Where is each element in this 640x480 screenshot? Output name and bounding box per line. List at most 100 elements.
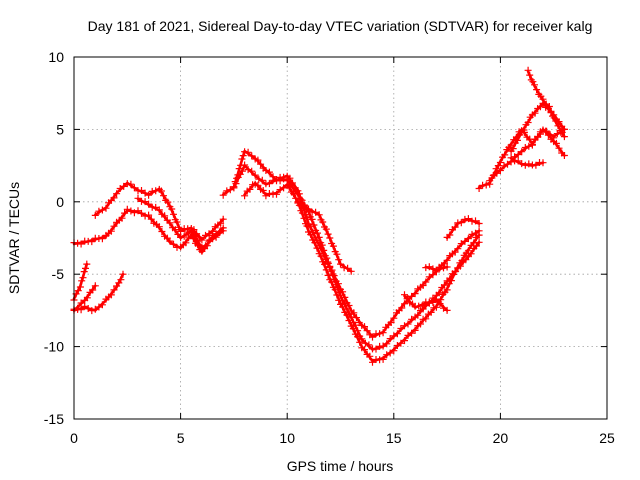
data-point [372,345,380,353]
data-point [307,231,315,238]
data-point [238,167,246,175]
data-point [411,290,419,298]
data-point [376,330,384,338]
data-point [475,231,483,239]
data-point [171,226,179,234]
data-point [464,235,472,243]
data-point [134,194,142,202]
data-point [254,181,262,189]
data-point [155,206,163,214]
data-point [436,300,444,308]
data-point [315,233,323,241]
data-point [411,326,419,334]
data-point [531,109,539,117]
data-point [414,311,422,319]
data-point [185,234,193,242]
plot-frame [73,56,608,420]
data-point [333,250,341,258]
data-point [147,215,155,223]
data-point [496,167,504,174]
data-point [326,234,334,242]
data-point [239,152,247,160]
data-point [262,167,270,174]
data-point [232,180,240,188]
data-point [335,256,343,264]
data-point [184,228,192,236]
data-point [223,187,231,195]
data-point [173,218,181,226]
data-point [387,319,395,326]
data-point [166,237,174,245]
data-point [401,337,408,345]
data-point [248,152,256,160]
data-point [386,349,394,357]
data-point [486,177,494,185]
y-axis-label: SDTVAR / TECUs [6,182,22,294]
data-point [117,276,125,284]
data-point [283,176,291,183]
data-point [322,266,330,274]
data-point [74,239,82,247]
data-point [447,277,455,285]
data-point [435,289,443,297]
data-point [361,339,369,347]
data-point [461,215,469,223]
data-point [324,230,332,238]
data-point [145,211,153,219]
data-point [164,198,172,206]
data-point [219,191,227,199]
data-point [258,176,266,184]
data-point [507,154,515,162]
data-point [312,208,320,216]
data-point [329,270,337,278]
data-point [354,333,362,341]
data-point [350,309,358,317]
data-point [157,187,165,195]
data-point [457,240,465,248]
data-point [107,291,115,299]
data-point [529,78,537,86]
data-point [219,215,227,223]
data-point [89,286,97,294]
data-point [83,260,91,268]
data-point [205,237,213,245]
data-point [192,233,199,240]
data-point [349,325,357,333]
data-point [248,167,256,175]
data-point [539,95,547,103]
data-point [390,314,398,322]
data-point [78,277,86,285]
data-point [554,122,562,130]
data-point [331,286,339,294]
series-trace-10 [294,198,355,275]
data-point [401,322,408,330]
data-point [555,144,563,152]
x-tick-label: 0 [70,430,78,446]
data-point [339,303,347,311]
data-point [386,335,394,343]
axes: 0 5 10 15 20 25 -15 -10 -5 0 5 10 [44,49,615,446]
data-point [345,317,353,324]
data-point [443,256,451,264]
data-point [209,235,217,243]
data-point [335,296,343,304]
data-point [265,190,273,197]
data-point [472,229,479,237]
data-point [82,264,89,272]
data-point [130,184,138,192]
data-point [509,145,517,153]
data-point [361,346,368,354]
data-point [305,205,312,213]
x-tick-label: 15 [386,430,402,446]
data-point [524,66,532,74]
data-point [464,247,472,255]
series-trace-17 [486,126,568,185]
data-point [265,180,273,188]
data-point [273,176,280,183]
data-point [520,126,528,134]
data-point [127,180,135,188]
data-point [427,308,435,316]
data-point [303,222,311,230]
data-point [324,271,332,279]
data-point [482,181,490,189]
